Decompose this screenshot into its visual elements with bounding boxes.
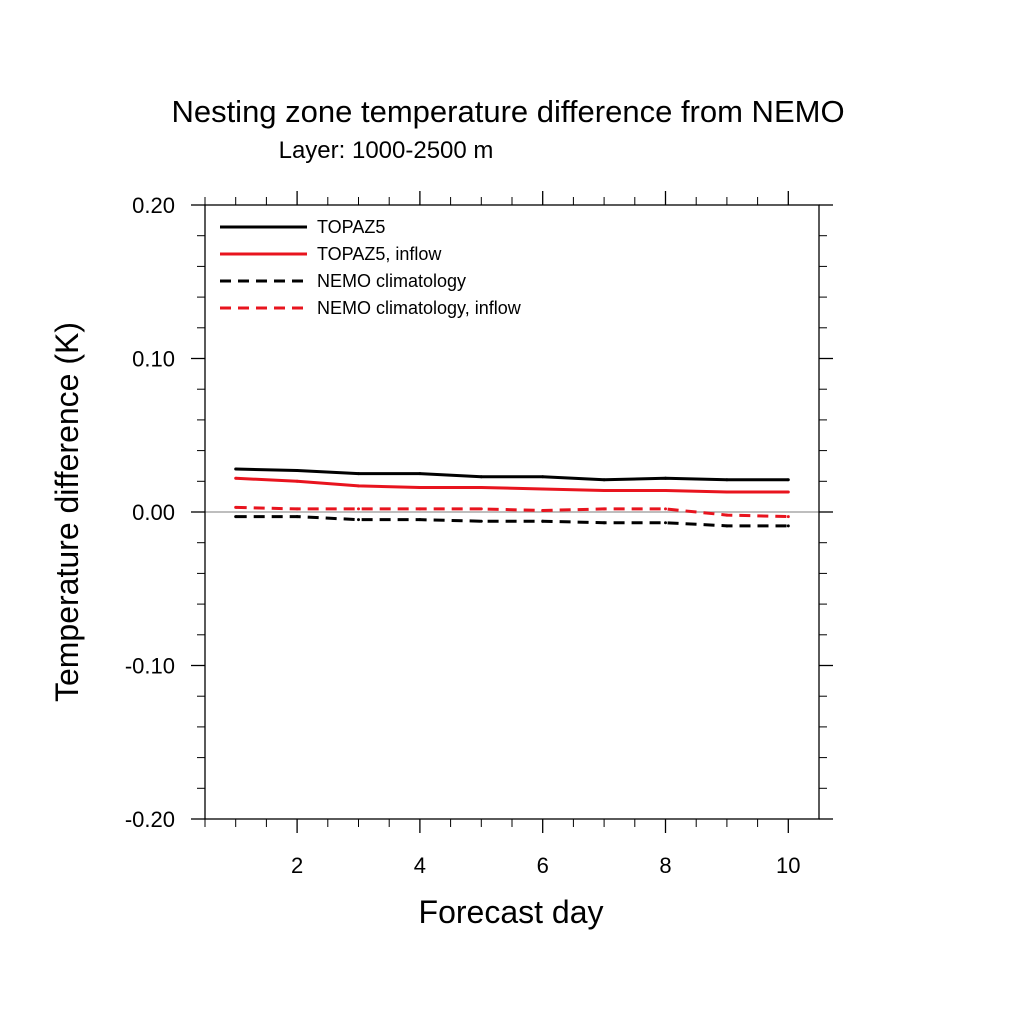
y-tick-label: 0.10 [132, 347, 175, 372]
y-axis-label: Temperature difference (K) [49, 322, 85, 702]
series-line [235, 476, 789, 494]
x-tick-label: 8 [659, 853, 671, 878]
data-point [664, 507, 667, 511]
series-2 [234, 476, 790, 494]
series-line [235, 505, 789, 519]
plot-area: 2 4 6 8 100.200.100.00-0.10-0.20TOPAZ5TOPAZ5… [125, 191, 833, 878]
data-point [234, 515, 238, 519]
data-point [479, 485, 483, 489]
data-point [357, 472, 360, 476]
data-point [725, 478, 729, 482]
data-point [664, 489, 667, 493]
x-tick-label: 6 [537, 853, 549, 878]
y-tick-label: -0.20 [125, 807, 175, 832]
data-point [479, 519, 483, 523]
x-axis-label: Forecast day [419, 894, 604, 930]
data-point [295, 507, 299, 511]
legend-label: NEMO climatology, inflow [317, 298, 522, 318]
y-tick-label: -0.10 [125, 654, 175, 679]
data-point [357, 484, 360, 488]
data-point [664, 521, 667, 525]
data-point [418, 518, 422, 522]
data-point [541, 508, 545, 512]
series-4 [234, 505, 790, 519]
data-point [234, 467, 238, 471]
series-line [235, 467, 789, 482]
data-point [234, 476, 238, 480]
legend: TOPAZ5 TOPAZ5, inflow NEMO climatology NEMO… [220, 217, 522, 318]
data-point [418, 507, 422, 511]
data-point [479, 475, 483, 479]
chart-title: Nesting zone temperature difference from… [171, 94, 844, 129]
data-point [725, 524, 729, 528]
series-line [235, 515, 789, 528]
data-point [786, 490, 790, 494]
data-point [541, 487, 545, 491]
data-point [234, 505, 238, 509]
x-tick-label: 4 [414, 853, 426, 878]
x-tick-label: 2 [291, 853, 303, 878]
data-point [418, 472, 422, 476]
plot-frame [204, 204, 820, 820]
y-tick-label: 0.20 [132, 193, 175, 218]
data-point [541, 519, 545, 523]
series-1 [234, 467, 790, 482]
data-point [479, 507, 483, 511]
data-point [725, 513, 729, 517]
data-point [786, 524, 790, 528]
data-point [602, 478, 606, 482]
data-point [541, 475, 545, 479]
data-point [786, 515, 790, 519]
legend-label: TOPAZ5 [317, 217, 385, 237]
data-point [295, 479, 299, 483]
y-tick-label: 0.00 [132, 500, 175, 525]
data-point [295, 515, 299, 519]
data-point [602, 521, 606, 525]
data-point [295, 469, 299, 473]
legend-label: TOPAZ5, inflow [317, 244, 442, 264]
series-3 [234, 515, 790, 528]
data-point [725, 490, 729, 494]
legend-label: NEMO climatology [317, 271, 466, 291]
data-point [602, 489, 606, 493]
data-point [664, 476, 667, 480]
data-point [786, 478, 790, 482]
data-point [357, 507, 360, 511]
data-point [418, 485, 422, 489]
data-point [357, 518, 360, 522]
x-tick-label: 10 [776, 853, 800, 878]
chart-subtitle: Layer: 1000-2500 m [279, 137, 494, 164]
data-point [602, 507, 606, 511]
